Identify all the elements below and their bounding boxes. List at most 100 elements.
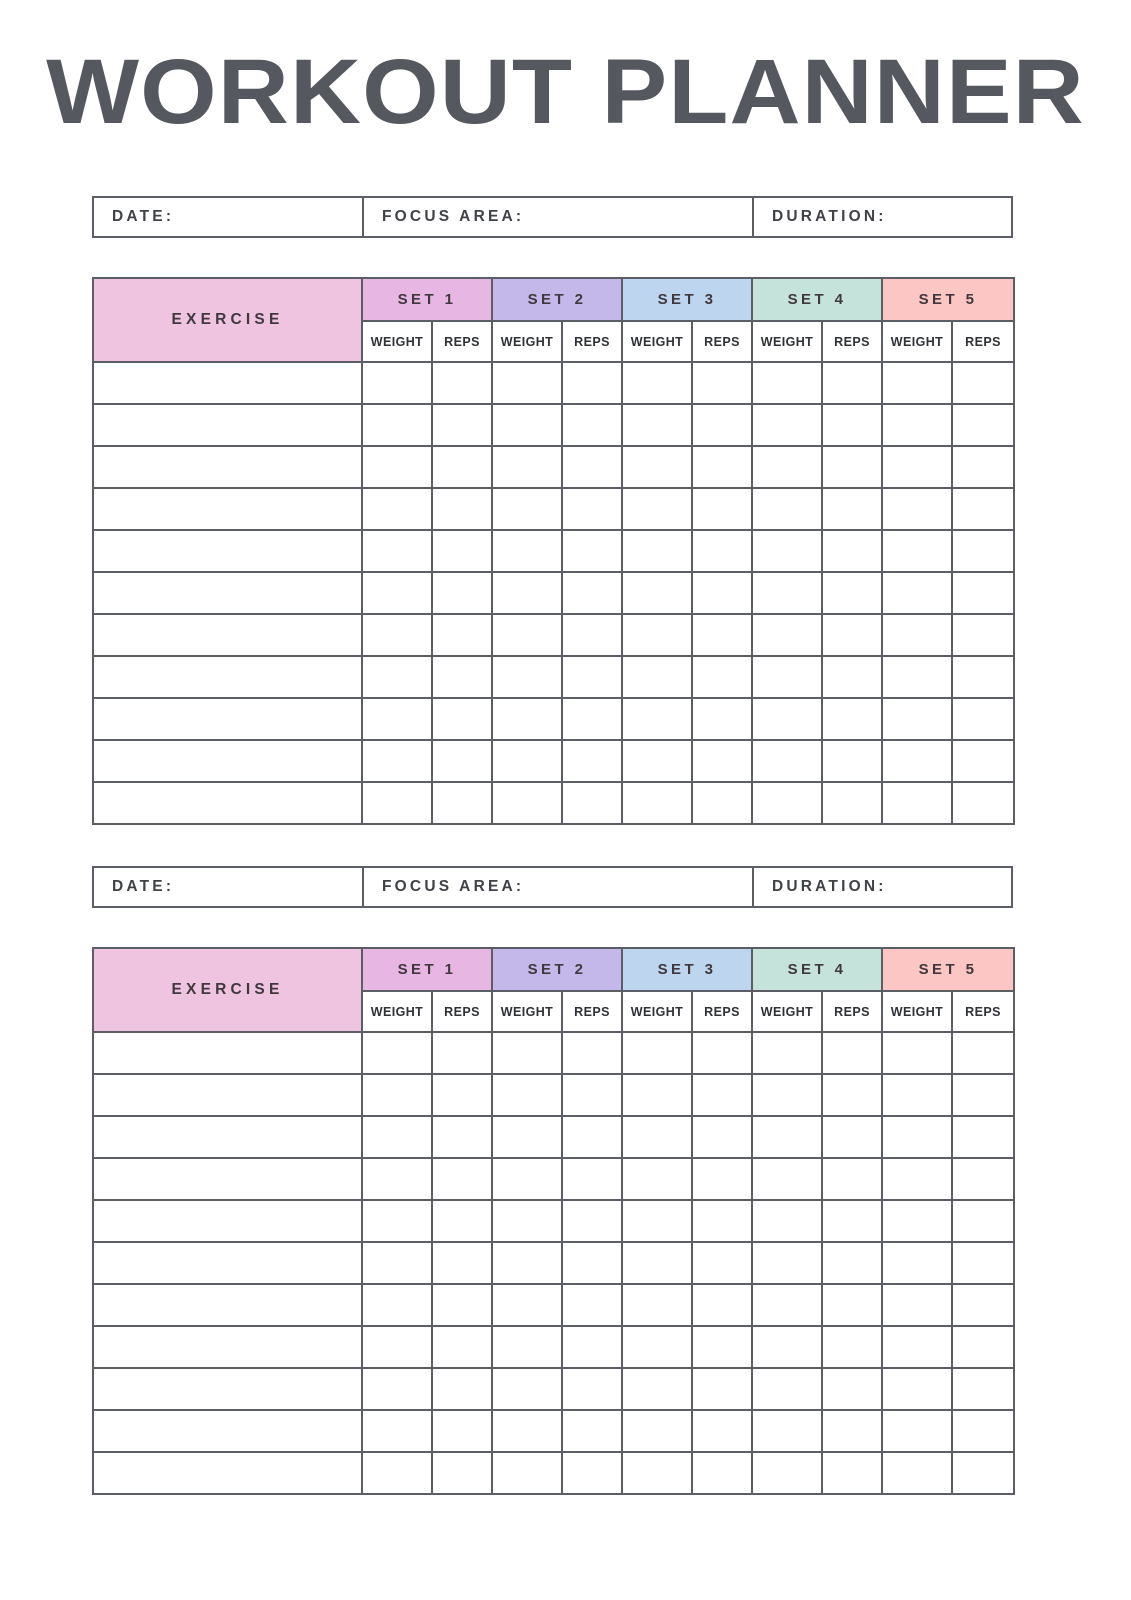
weight-cell-set-3[interactable] (621, 1073, 693, 1117)
reps-cell-set-3[interactable] (691, 1451, 753, 1495)
table-row[interactable] (92, 1451, 1015, 1495)
table-row[interactable] (92, 697, 1015, 741)
reps-cell-set-3[interactable] (691, 613, 753, 657)
exercise-name-cell[interactable] (92, 1199, 363, 1243)
weight-cell-set-2[interactable] (491, 403, 563, 447)
reps-cell-set-5[interactable] (951, 529, 1015, 573)
weight-cell-set-2[interactable] (491, 445, 563, 489)
weight-cell-set-2[interactable] (491, 1115, 563, 1159)
exercise-name-cell[interactable] (92, 739, 363, 783)
weight-cell-set-1[interactable] (361, 1157, 433, 1201)
weight-cell-set-5[interactable] (881, 1031, 953, 1075)
weight-cell-set-4[interactable] (751, 403, 823, 447)
reps-cell-set-4[interactable] (821, 1367, 883, 1411)
exercise-name-cell[interactable] (92, 361, 363, 405)
exercise-name-cell[interactable] (92, 487, 363, 531)
exercise-name-cell[interactable] (92, 1367, 363, 1411)
reps-cell-set-1[interactable] (431, 1367, 493, 1411)
weight-cell-set-3[interactable] (621, 613, 693, 657)
weight-cell-set-1[interactable] (361, 1115, 433, 1159)
reps-cell-set-3[interactable] (691, 739, 753, 783)
reps-cell-set-4[interactable] (821, 1409, 883, 1453)
weight-cell-set-5[interactable] (881, 1241, 953, 1285)
weight-cell-set-1[interactable] (361, 739, 433, 783)
reps-cell-set-3[interactable] (691, 1283, 753, 1327)
weight-cell-set-4[interactable] (751, 781, 823, 825)
weight-cell-set-4[interactable] (751, 487, 823, 531)
reps-cell-set-3[interactable] (691, 361, 753, 405)
weight-cell-set-2[interactable] (491, 571, 563, 615)
weight-cell-set-2[interactable] (491, 1451, 563, 1495)
exercise-name-cell[interactable] (92, 445, 363, 489)
weight-cell-set-1[interactable] (361, 529, 433, 573)
weight-cell-set-3[interactable] (621, 1241, 693, 1285)
weight-cell-set-4[interactable] (751, 571, 823, 615)
table-row[interactable] (92, 487, 1015, 531)
reps-cell-set-2[interactable] (561, 613, 623, 657)
weight-cell-set-1[interactable] (361, 1031, 433, 1075)
reps-cell-set-4[interactable] (821, 361, 883, 405)
table-row[interactable] (92, 1325, 1015, 1369)
reps-cell-set-1[interactable] (431, 697, 493, 741)
weight-cell-set-1[interactable] (361, 1451, 433, 1495)
duration-field-2[interactable]: DURATION: (752, 868, 1011, 906)
reps-cell-set-4[interactable] (821, 571, 883, 615)
weight-cell-set-3[interactable] (621, 1451, 693, 1495)
reps-cell-set-2[interactable] (561, 697, 623, 741)
reps-cell-set-3[interactable] (691, 697, 753, 741)
reps-cell-set-4[interactable] (821, 1325, 883, 1369)
reps-cell-set-5[interactable] (951, 1157, 1015, 1201)
weight-cell-set-1[interactable] (361, 445, 433, 489)
reps-cell-set-2[interactable] (561, 445, 623, 489)
reps-cell-set-3[interactable] (691, 781, 753, 825)
weight-cell-set-4[interactable] (751, 1115, 823, 1159)
reps-cell-set-5[interactable] (951, 1451, 1015, 1495)
weight-cell-set-1[interactable] (361, 781, 433, 825)
reps-cell-set-1[interactable] (431, 613, 493, 657)
weight-cell-set-3[interactable] (621, 739, 693, 783)
weight-cell-set-2[interactable] (491, 1325, 563, 1369)
weight-cell-set-1[interactable] (361, 1199, 433, 1243)
weight-cell-set-5[interactable] (881, 1451, 953, 1495)
weight-cell-set-4[interactable] (751, 1241, 823, 1285)
reps-cell-set-4[interactable] (821, 655, 883, 699)
exercise-name-cell[interactable] (92, 1115, 363, 1159)
weight-cell-set-3[interactable] (621, 697, 693, 741)
table-row[interactable] (92, 445, 1015, 489)
weight-cell-set-1[interactable] (361, 361, 433, 405)
reps-cell-set-5[interactable] (951, 1073, 1015, 1117)
reps-cell-set-4[interactable] (821, 739, 883, 783)
weight-cell-set-1[interactable] (361, 1283, 433, 1327)
weight-cell-set-3[interactable] (621, 1031, 693, 1075)
reps-cell-set-1[interactable] (431, 1073, 493, 1117)
reps-cell-set-1[interactable] (431, 445, 493, 489)
focus-area-field-1[interactable]: FOCUS AREA: (362, 198, 752, 236)
reps-cell-set-1[interactable] (431, 1157, 493, 1201)
weight-cell-set-1[interactable] (361, 1325, 433, 1369)
weight-cell-set-4[interactable] (751, 1157, 823, 1201)
exercise-name-cell[interactable] (92, 1241, 363, 1285)
table-row[interactable] (92, 361, 1015, 405)
reps-cell-set-2[interactable] (561, 361, 623, 405)
reps-cell-set-1[interactable] (431, 781, 493, 825)
weight-cell-set-3[interactable] (621, 1157, 693, 1201)
reps-cell-set-1[interactable] (431, 403, 493, 447)
reps-cell-set-3[interactable] (691, 1241, 753, 1285)
reps-cell-set-2[interactable] (561, 571, 623, 615)
reps-cell-set-1[interactable] (431, 1241, 493, 1285)
weight-cell-set-2[interactable] (491, 739, 563, 783)
date-field-1[interactable]: DATE: (94, 198, 362, 236)
reps-cell-set-2[interactable] (561, 739, 623, 783)
exercise-name-cell[interactable] (92, 1325, 363, 1369)
reps-cell-set-3[interactable] (691, 445, 753, 489)
weight-cell-set-3[interactable] (621, 1367, 693, 1411)
table-row[interactable] (92, 1409, 1015, 1453)
weight-cell-set-5[interactable] (881, 445, 953, 489)
weight-cell-set-5[interactable] (881, 1367, 953, 1411)
weight-cell-set-2[interactable] (491, 1157, 563, 1201)
exercise-name-cell[interactable] (92, 781, 363, 825)
reps-cell-set-4[interactable] (821, 445, 883, 489)
reps-cell-set-2[interactable] (561, 655, 623, 699)
reps-cell-set-4[interactable] (821, 1115, 883, 1159)
reps-cell-set-5[interactable] (951, 1031, 1015, 1075)
